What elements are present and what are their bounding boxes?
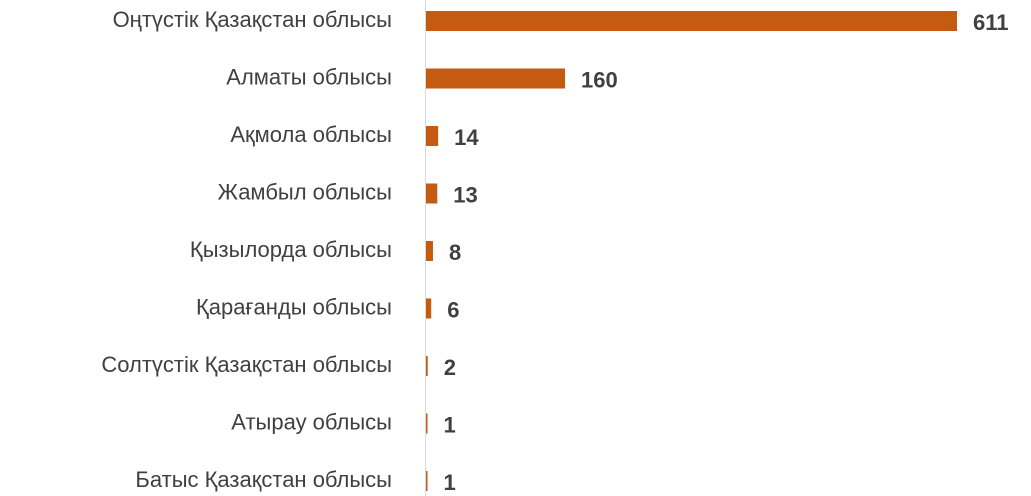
bar	[426, 68, 566, 89]
category-label: Жамбыл облысы	[218, 179, 392, 204]
bar	[426, 471, 428, 491]
bar	[426, 126, 439, 146]
category-label: Алматы облысы	[226, 64, 392, 89]
category-label: Солтүстік Қазақстан облысы	[101, 352, 392, 377]
bar	[426, 413, 428, 434]
data-label: 1	[444, 412, 456, 437]
data-label: 611	[973, 10, 1009, 35]
bar	[426, 183, 438, 204]
bar	[426, 11, 957, 31]
category-label: Ақмола облысы	[230, 122, 392, 147]
bar	[426, 356, 428, 376]
category-label: Батыс Қазақстан облысы	[135, 467, 392, 492]
category-label: Оңтүстік Қазақстан облысы	[113, 7, 392, 32]
category-label: Атырау облысы	[231, 409, 392, 434]
data-label: 6	[447, 297, 459, 322]
bar	[426, 298, 432, 319]
bar	[426, 241, 433, 261]
data-label: 160	[581, 67, 618, 92]
data-label: 8	[449, 240, 461, 265]
data-label: 13	[453, 182, 477, 207]
data-label: 2	[444, 355, 456, 380]
data-label: 1	[444, 470, 456, 495]
category-label: Қызылорда облысы	[190, 237, 392, 262]
category-label: Қарағанды облысы	[196, 294, 392, 319]
data-label: 14	[454, 125, 479, 150]
